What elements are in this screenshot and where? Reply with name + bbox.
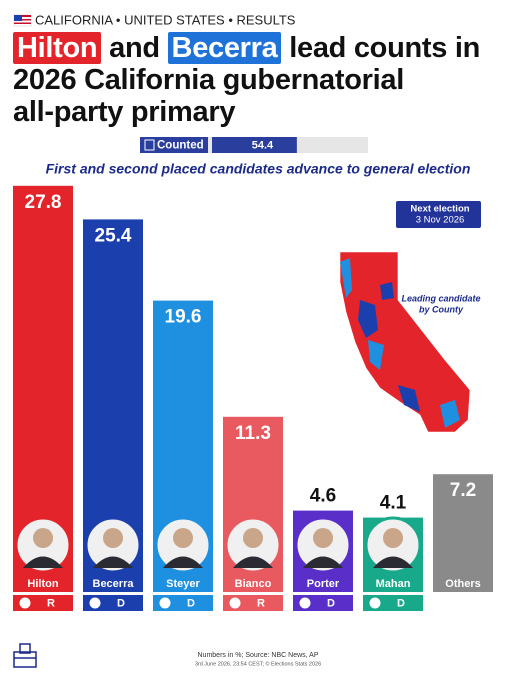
candidate-body xyxy=(23,556,63,568)
next-election-label: Next election xyxy=(410,204,469,215)
name-box xyxy=(153,575,213,592)
value-label: 19.6 xyxy=(165,307,202,328)
value-label: 4.6 xyxy=(310,486,336,507)
name-box xyxy=(293,575,353,592)
bar xyxy=(83,219,143,575)
footer-source: Numbers in %; Source: NBC News, AP xyxy=(198,652,319,659)
party-label: D xyxy=(327,597,335,609)
subtitle: First and second placed candidates advan… xyxy=(46,161,471,177)
bar xyxy=(433,474,493,575)
candidate-head xyxy=(383,528,403,548)
title-text: all-party primary xyxy=(13,96,236,128)
next-election-box[interactable] xyxy=(396,201,481,228)
flag xyxy=(13,14,32,27)
candidate-head xyxy=(173,528,193,548)
footer-timestamp: 3rd June 2026, 23:54 CEST; © Elections S… xyxy=(195,660,321,667)
title-name: Hilton xyxy=(13,32,102,64)
counted-label-box xyxy=(140,137,208,153)
title-name: Becerra xyxy=(167,32,282,64)
title-text: 2026 California gubernatorial xyxy=(13,64,404,96)
header: CALIFORNIA • UNITED STATES • RESULTS xyxy=(35,12,296,27)
map xyxy=(339,251,471,433)
name-box xyxy=(433,575,493,592)
counted-bar xyxy=(212,137,297,153)
candidate-body xyxy=(163,556,203,568)
candidate-head xyxy=(313,528,333,548)
party-icon xyxy=(299,597,311,609)
party-icon xyxy=(19,597,31,609)
counted-icon xyxy=(144,139,155,151)
next-election-date: 3 Nov 2026 xyxy=(416,215,465,226)
map-label: by County xyxy=(419,304,464,314)
value-label: 11.3 xyxy=(235,423,271,444)
category-label: Porter xyxy=(307,578,340,590)
name-box xyxy=(83,575,143,592)
counted-value: 54.4 xyxy=(252,139,274,151)
name-box xyxy=(13,575,73,592)
candidate-body xyxy=(303,556,343,568)
title-text: lead counts in xyxy=(289,32,481,64)
title-text: and xyxy=(109,32,160,64)
candidate-head xyxy=(243,528,263,548)
category-label: Steyer xyxy=(166,578,200,590)
category-label: Bianco xyxy=(235,578,272,590)
party-label: D xyxy=(117,597,125,609)
party-icon xyxy=(369,597,381,609)
category-label: Mahan xyxy=(376,578,411,590)
name-box xyxy=(363,575,423,592)
title: Hilton and Becerra lead counts in 2026 Ca… xyxy=(13,32,503,128)
candidate-head xyxy=(33,528,53,548)
value-label: 7.2 xyxy=(450,480,476,501)
party-label: R xyxy=(47,597,55,609)
name-box xyxy=(223,575,283,592)
candidate-body xyxy=(93,556,133,568)
value-label: 25.4 xyxy=(95,225,132,246)
candidate-body xyxy=(233,556,273,568)
candidate-head xyxy=(103,528,123,548)
ballot-icon xyxy=(13,643,37,668)
category-label: Becerra xyxy=(93,578,135,590)
party-icon xyxy=(159,597,171,609)
party-icon xyxy=(229,597,241,609)
party-icon xyxy=(89,597,101,609)
value-label: 4.1 xyxy=(380,493,407,514)
category-label: Others xyxy=(445,578,480,590)
party-label: R xyxy=(257,597,265,609)
bar xyxy=(13,185,73,576)
category-label: Hilton xyxy=(27,578,58,590)
candidate-body xyxy=(373,556,413,568)
value-label: 27.8 xyxy=(25,192,62,213)
party-label: D xyxy=(187,597,195,609)
party-label: D xyxy=(397,597,405,609)
counted-label: Counted xyxy=(157,140,204,152)
map-label: Leading candidate xyxy=(401,293,480,303)
